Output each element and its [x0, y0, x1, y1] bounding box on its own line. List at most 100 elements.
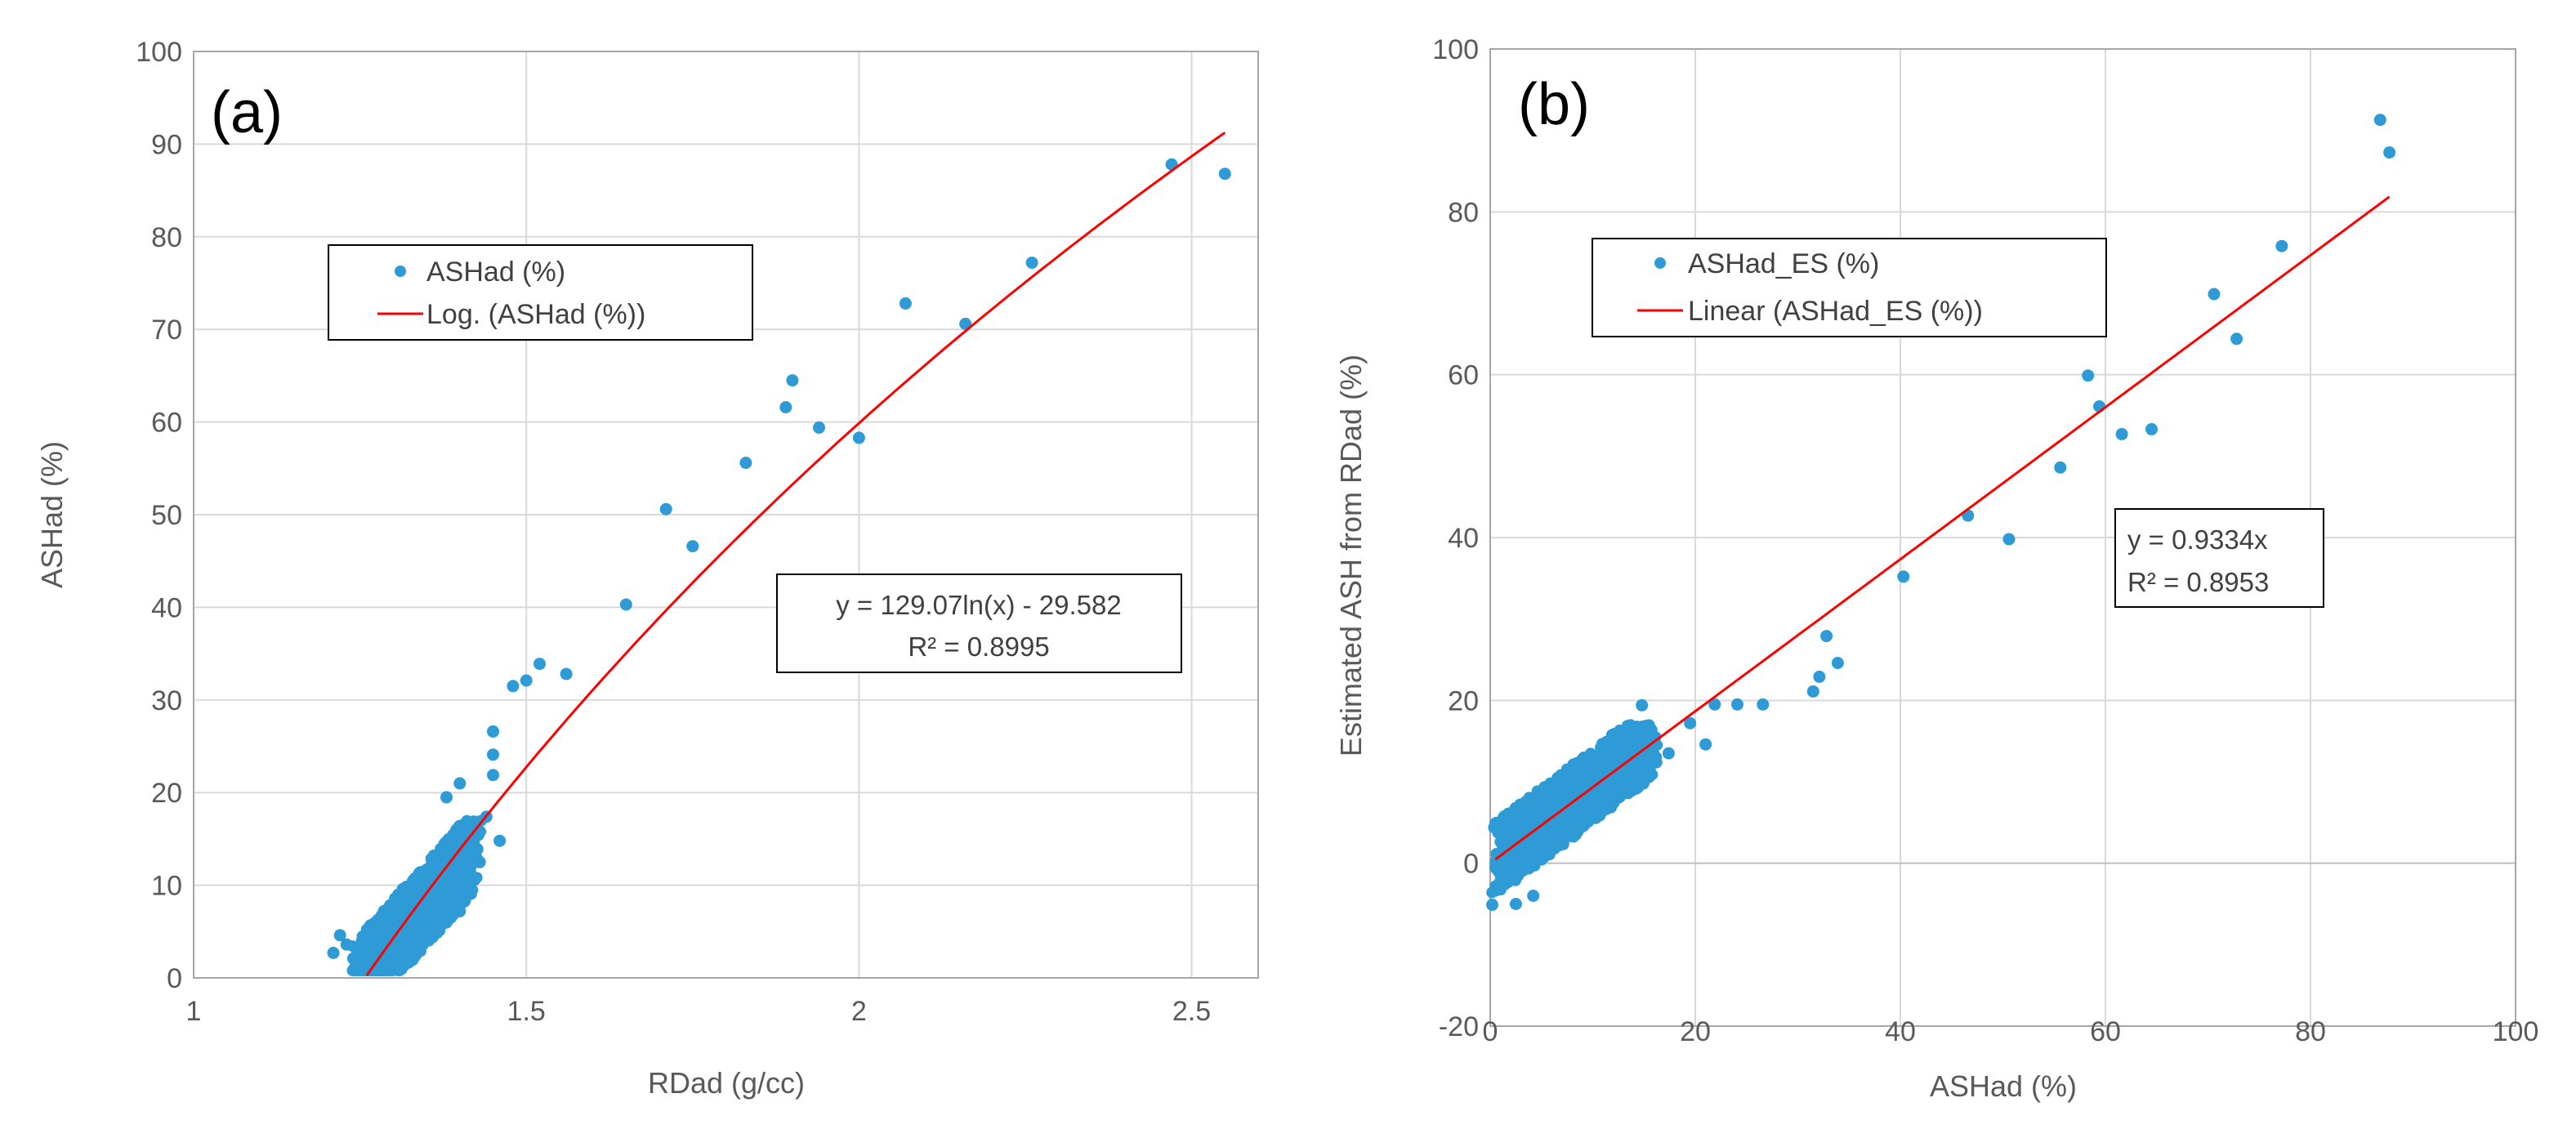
chart-a-data-point [520, 674, 533, 687]
chart-a-y-tick-label: 10 [151, 871, 182, 902]
chart-a-cluster-point [377, 910, 390, 922]
chart-b-data-point [1708, 698, 1721, 711]
chart-a-cluster-point [455, 819, 467, 832]
chart-b-legend-point-marker [1654, 257, 1666, 269]
chart-a-x-tick-label: 2 [851, 996, 867, 1027]
chart-a-cluster-point [464, 819, 476, 832]
chart-b-y-tick-label: 80 [1448, 197, 1479, 228]
chart-a-data-point [340, 938, 353, 951]
chart-a-cluster-point [404, 889, 417, 900]
chart-b-cluster-point [1523, 837, 1535, 850]
chart-b-data-point [1831, 657, 1844, 669]
chart-a-y-tick-label: 40 [151, 592, 182, 623]
chart-b-y-tick-label: 100 [1432, 34, 1479, 65]
chart-b-y-tick-label: 60 [1448, 360, 1479, 391]
chart-a-y-tick-labels: 0 10 20 30 40 50 60 70 80 90 100 [136, 37, 182, 994]
chart-b-data-point [1731, 698, 1743, 711]
chart-b-cluster-point [1541, 806, 1553, 819]
chart-a-legend: ASHad (%) Log. (ASHad (%)) [328, 244, 753, 341]
chart-b-panel-label: (b) [1518, 72, 1590, 137]
chart-a-points [327, 158, 1231, 965]
chart-b-cluster-point [1562, 784, 1574, 797]
chart-b-data-point [1699, 738, 1712, 751]
chart-a-data-point [333, 929, 346, 942]
chart-a-cluster-point [388, 958, 400, 971]
chart-a-data-point [619, 598, 632, 611]
chart-b-data-point [2373, 114, 2386, 127]
chart-b-y-tick-label: 20 [1448, 685, 1479, 716]
chart-a-r-squared: R² = 0.8995 [908, 632, 1049, 662]
chart-a-data-point [453, 904, 467, 917]
chart-b-cluster-point [1553, 840, 1565, 852]
chart-a-data-point [440, 791, 453, 804]
chart-a-data-point [786, 374, 799, 387]
chart-a-y-tick-label: 0 [167, 963, 182, 994]
chart-a-cluster-point [418, 935, 431, 947]
chart-b-x-tick-labels: 0 20 40 60 80 100 [1483, 1016, 2539, 1047]
chart-a-data-point [346, 952, 359, 965]
chart-b-equation-box: y = 0.9334x R² = 0.8953 [2114, 508, 2324, 608]
chart-a-data-point [686, 540, 699, 553]
chart-a-trendline [365, 132, 1226, 977]
chart-a-data-point [899, 297, 912, 310]
chart-a-cluster-point [407, 939, 419, 951]
chart-b-data-point [1650, 756, 1663, 769]
chart-b-data-point [2208, 288, 2221, 301]
chart-b-cluster-point [1489, 862, 1501, 873]
chart-a-y-tick-label: 30 [151, 685, 182, 716]
chart-b-cluster-point [1552, 786, 1565, 798]
chart-b-data-point [2115, 427, 2128, 440]
chart-b-cluster-point [1579, 753, 1592, 765]
chart-a-cluster-point [402, 902, 414, 914]
chart-a-cluster-point [414, 882, 426, 895]
chart-b-data-point [2145, 422, 2158, 435]
chart-a-x-tick-label: 1 [186, 996, 202, 1027]
chart-a-x-tick-label: 1.5 [507, 996, 546, 1027]
chart-a-x-tick-label: 2.5 [1172, 996, 1211, 1027]
chart-b-cluster-point [1625, 767, 1637, 779]
chart-b-data-point [1662, 747, 1675, 760]
chart-a-data-point [659, 502, 672, 515]
chart-a-y-tick-label: 80 [151, 222, 182, 253]
chart-b-data-point [1813, 670, 1826, 683]
chart-b-cluster-point [1502, 813, 1514, 824]
chart-a-legend-points-label: ASHad (%) [426, 257, 565, 288]
chart-a-cluster-point [449, 863, 462, 875]
chart-b-cluster-point [1604, 759, 1616, 771]
chart-b-cluster-point [1555, 769, 1567, 781]
chart-a-cluster-point [466, 841, 478, 854]
chart-b-cluster-point [1594, 765, 1606, 778]
chart-a-cluster-point [391, 909, 403, 922]
chart-a-cluster-point [433, 885, 445, 897]
chart-a-y-axis-title: ASHad (%) [35, 441, 69, 588]
chart-a-cluster-point [444, 904, 457, 916]
chart-a-cluster-point [458, 873, 470, 885]
chart-b-dense-cluster [1486, 719, 1663, 899]
chart-b-cluster-point [1494, 884, 1507, 896]
chart-a-cluster-point [436, 877, 448, 889]
chart-b-cluster-point [1486, 886, 1498, 899]
chart-a-data-point [1218, 167, 1231, 181]
chart-b-data-point [1494, 875, 1507, 888]
chart-a-data-point [1025, 257, 1038, 270]
chart-b-cluster-point [1565, 815, 1578, 827]
chart-a-data-point [534, 658, 546, 671]
chart-b-cluster-point [1608, 797, 1620, 810]
chart-b-trendline-layer [1494, 195, 2391, 861]
chart-b-cluster-point [1571, 765, 1583, 777]
chart-b-data-point [1643, 726, 1655, 739]
chart-a-cluster-point [368, 931, 381, 944]
chart-b-cluster-point [1591, 808, 1602, 820]
chart-a-legend-line-label: Log. (ASHad (%)) [426, 299, 645, 330]
chart-a-legend-point-marker [395, 266, 406, 277]
chart-b-cluster-point [1636, 759, 1649, 771]
chart-b-cluster-point [1506, 872, 1518, 884]
chart-b-cluster-point [1539, 827, 1551, 839]
chart-b-cluster-point [1505, 823, 1517, 835]
chart-b-data-point [2082, 369, 2095, 382]
chart-a-data-point [739, 457, 752, 469]
chart-a-gridlines [193, 51, 1258, 979]
chart-b-x-tick-label: 60 [2090, 1016, 2121, 1047]
